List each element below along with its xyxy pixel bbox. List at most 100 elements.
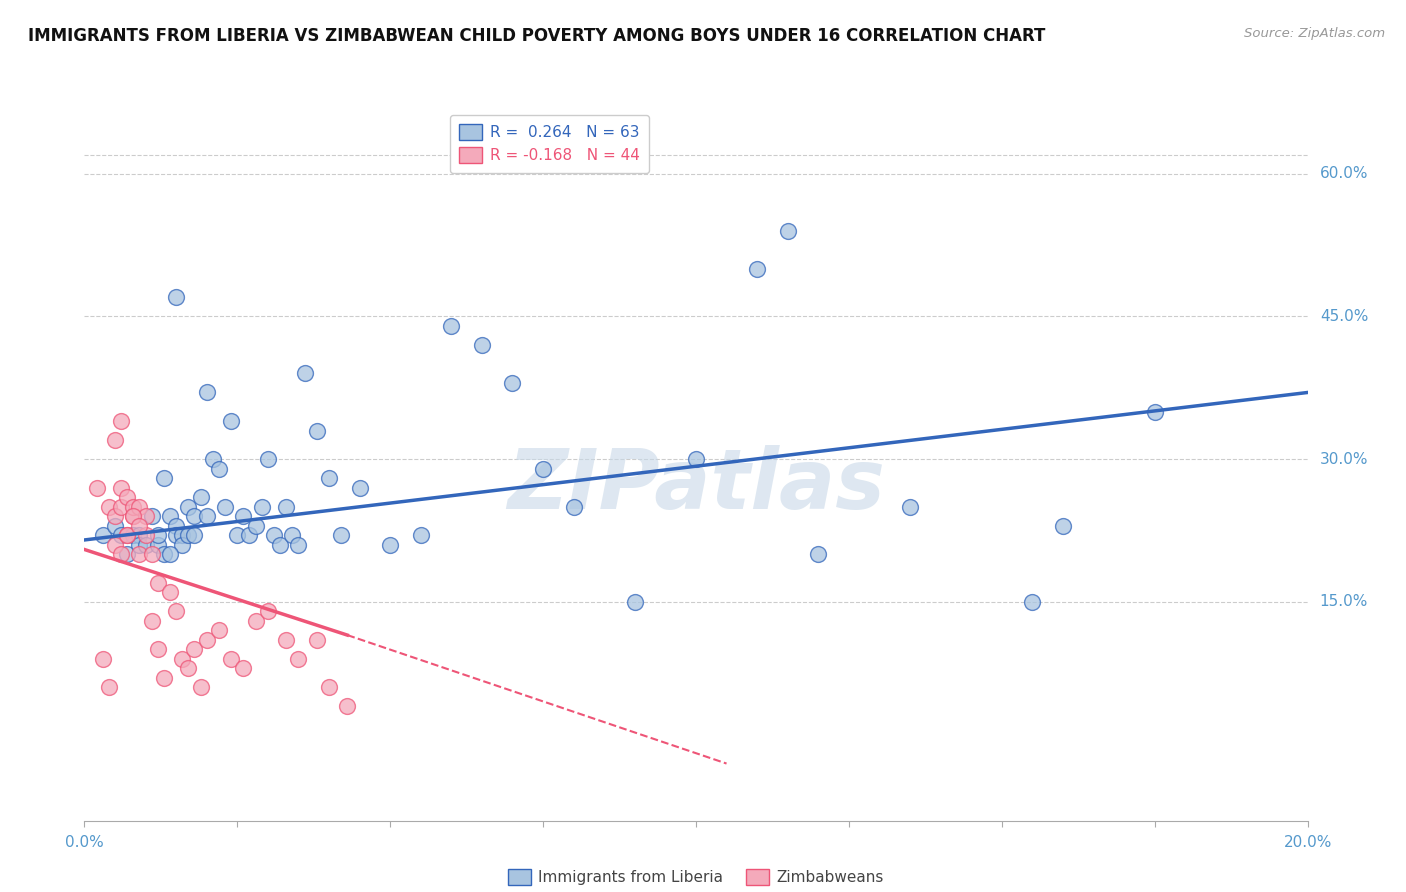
Point bbox=[122, 509, 145, 524]
Point bbox=[86, 481, 108, 495]
Legend: Immigrants from Liberia, Zimbabweans: Immigrants from Liberia, Zimbabweans bbox=[502, 863, 890, 891]
Point bbox=[115, 528, 138, 542]
Point bbox=[219, 652, 242, 666]
Point bbox=[501, 376, 523, 390]
Point bbox=[128, 538, 150, 552]
Point bbox=[115, 528, 138, 542]
Point bbox=[281, 528, 304, 542]
Point bbox=[104, 538, 127, 552]
Point bbox=[807, 547, 830, 561]
Point bbox=[531, 461, 554, 475]
Point bbox=[165, 604, 187, 618]
Point bbox=[195, 632, 218, 647]
Point bbox=[146, 642, 169, 657]
Point bbox=[104, 433, 127, 447]
Point bbox=[110, 481, 132, 495]
Point bbox=[1052, 518, 1074, 533]
Point bbox=[159, 547, 181, 561]
Point bbox=[177, 528, 200, 542]
Point bbox=[245, 614, 267, 628]
Point bbox=[349, 481, 371, 495]
Point bbox=[190, 490, 212, 504]
Point bbox=[214, 500, 236, 514]
Point bbox=[287, 652, 309, 666]
Point bbox=[159, 585, 181, 599]
Point bbox=[183, 642, 205, 657]
Point bbox=[276, 632, 298, 647]
Point bbox=[153, 547, 176, 561]
Point bbox=[685, 452, 707, 467]
Text: 15.0%: 15.0% bbox=[1320, 594, 1368, 609]
Point bbox=[776, 224, 799, 238]
Point bbox=[91, 652, 114, 666]
Point bbox=[195, 509, 218, 524]
Text: 60.0%: 60.0% bbox=[1320, 166, 1368, 181]
Point bbox=[250, 500, 273, 514]
Point bbox=[128, 518, 150, 533]
Point bbox=[440, 318, 463, 333]
Point bbox=[1021, 595, 1043, 609]
Point bbox=[263, 528, 285, 542]
Point bbox=[305, 632, 328, 647]
Point bbox=[122, 500, 145, 514]
Point bbox=[146, 575, 169, 590]
Point bbox=[104, 509, 127, 524]
Point bbox=[1143, 404, 1166, 418]
Point bbox=[276, 500, 298, 514]
Point bbox=[172, 652, 194, 666]
Point bbox=[122, 509, 145, 524]
Point bbox=[141, 614, 163, 628]
Point bbox=[195, 385, 218, 400]
Point bbox=[294, 367, 316, 381]
Point bbox=[624, 595, 647, 609]
Point bbox=[232, 509, 254, 524]
Point bbox=[330, 528, 353, 542]
Point bbox=[898, 500, 921, 514]
Point bbox=[128, 500, 150, 514]
Point bbox=[318, 471, 340, 485]
Point bbox=[232, 661, 254, 675]
Point bbox=[238, 528, 260, 542]
Point bbox=[153, 471, 176, 485]
Point bbox=[135, 509, 157, 524]
Point bbox=[146, 538, 169, 552]
Point bbox=[208, 624, 231, 638]
Point bbox=[226, 528, 249, 542]
Text: IMMIGRANTS FROM LIBERIA VS ZIMBABWEAN CHILD POVERTY AMONG BOYS UNDER 16 CORRELAT: IMMIGRANTS FROM LIBERIA VS ZIMBABWEAN CH… bbox=[28, 27, 1046, 45]
Point bbox=[336, 699, 359, 714]
Point bbox=[287, 538, 309, 552]
Point bbox=[380, 538, 402, 552]
Point bbox=[128, 528, 150, 542]
Point bbox=[128, 547, 150, 561]
Point bbox=[245, 518, 267, 533]
Point bbox=[110, 547, 132, 561]
Point bbox=[110, 414, 132, 428]
Point bbox=[104, 518, 127, 533]
Point bbox=[208, 461, 231, 475]
Point bbox=[177, 500, 200, 514]
Point bbox=[183, 509, 205, 524]
Point bbox=[165, 290, 187, 304]
Text: 30.0%: 30.0% bbox=[1320, 451, 1368, 467]
Point bbox=[183, 528, 205, 542]
Point bbox=[141, 509, 163, 524]
Point bbox=[135, 538, 157, 552]
Text: ZIPatlas: ZIPatlas bbox=[508, 445, 884, 525]
Point bbox=[201, 452, 224, 467]
Point bbox=[97, 681, 120, 695]
Point bbox=[115, 547, 138, 561]
Point bbox=[97, 500, 120, 514]
Point bbox=[190, 681, 212, 695]
Point bbox=[471, 338, 494, 352]
Point bbox=[165, 528, 187, 542]
Point bbox=[110, 528, 132, 542]
Point bbox=[172, 538, 194, 552]
Point bbox=[219, 414, 242, 428]
Text: 20.0%: 20.0% bbox=[1284, 835, 1331, 850]
Point bbox=[257, 452, 280, 467]
Point bbox=[745, 261, 768, 276]
Point bbox=[91, 528, 114, 542]
Point bbox=[318, 681, 340, 695]
Point bbox=[135, 528, 157, 542]
Point bbox=[146, 528, 169, 542]
